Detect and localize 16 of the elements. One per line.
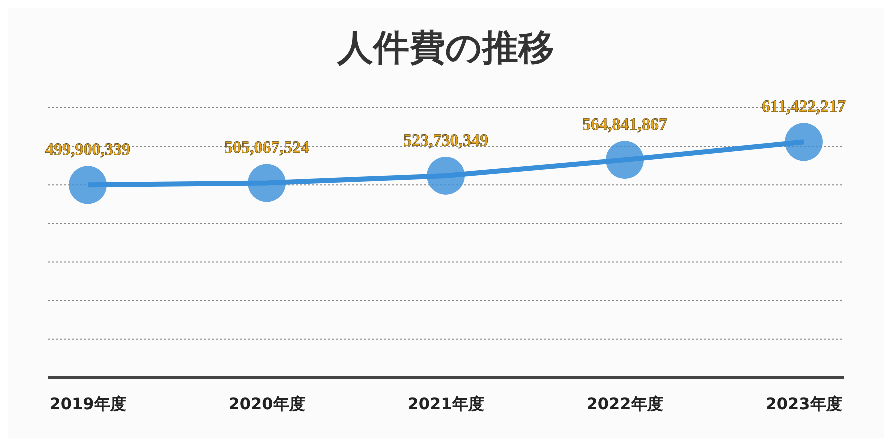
x-tick-label: 2019年度 (50, 394, 126, 414)
point (785, 123, 823, 162)
data-label: 499,900,339 (46, 140, 130, 160)
chart-title: 人件費の推移 (336, 26, 556, 70)
point (427, 156, 465, 195)
point (606, 141, 644, 180)
data-label: 611,422,217 (762, 97, 847, 116)
x-tick-label: 2023年度 (766, 394, 842, 414)
point (69, 166, 107, 204)
data-label: 523,730,349 (404, 130, 488, 150)
data-label: 505,067,524 (224, 138, 310, 158)
x-tick-label: 2022年度 (586, 394, 664, 414)
point (248, 164, 286, 202)
data-label: 564,841,867 (582, 115, 668, 134)
x-tick-label: 2020年度 (228, 394, 306, 414)
x-tick-label: 2021年度 (408, 394, 484, 414)
